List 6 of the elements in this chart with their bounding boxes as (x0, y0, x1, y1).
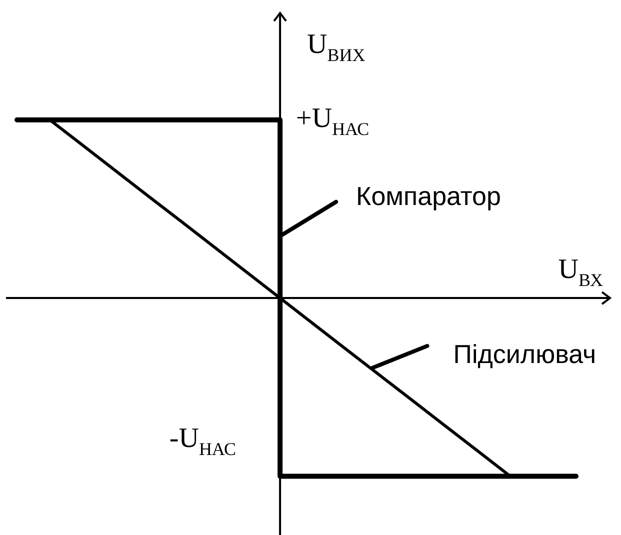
annotation: -U$_{НАС}$ (169, 423, 236, 460)
x-axis-title: U$_{ВХ}$ (558, 254, 603, 290)
y-axis-title: U$_{ВИХ}$ (307, 29, 366, 65)
text: Компаратор (356, 180, 501, 211)
annotation: +U$_{НАС}$ (296, 102, 370, 139)
legend-label: Підсилювач (453, 338, 596, 369)
